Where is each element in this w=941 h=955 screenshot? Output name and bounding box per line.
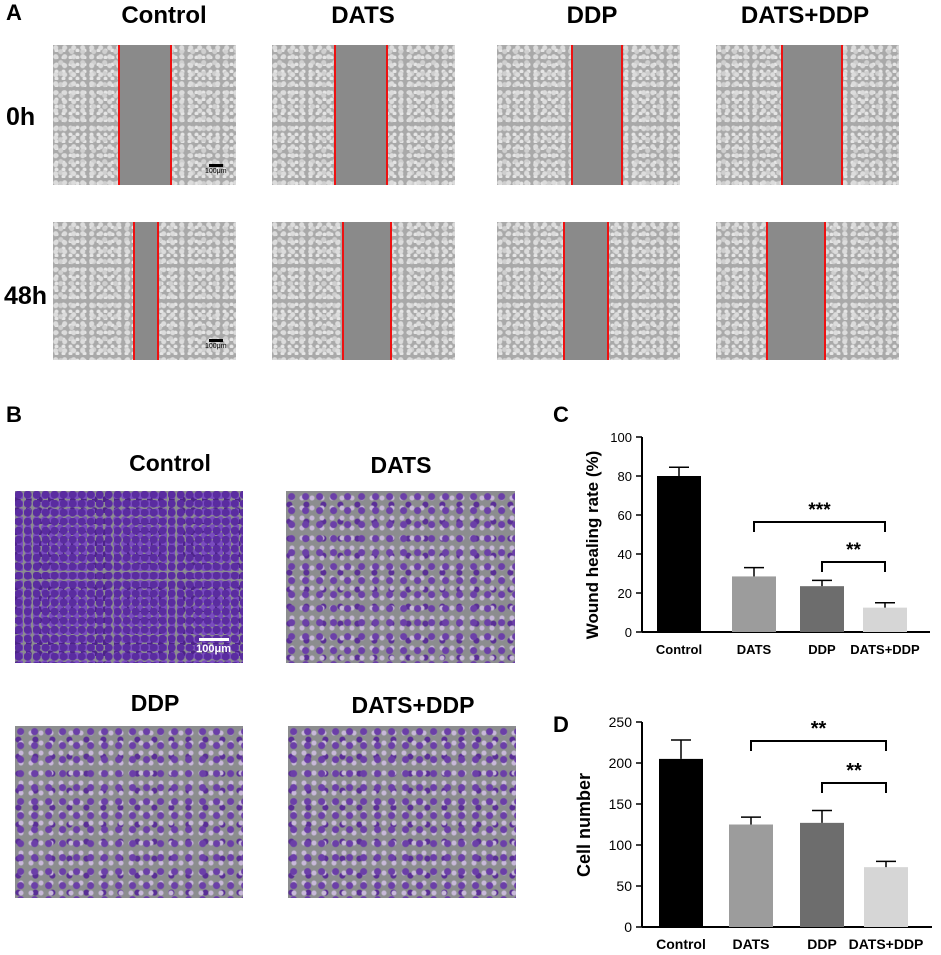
bar-control bbox=[659, 758, 703, 927]
bar-dats-ddp bbox=[863, 607, 907, 632]
transwell-title-ddp: DDP bbox=[130, 690, 180, 716]
y-tick-label: 200 bbox=[609, 755, 633, 771]
significance-bracket bbox=[753, 521, 886, 532]
wound-gap bbox=[563, 222, 609, 360]
transwell-image-ddp bbox=[15, 726, 243, 898]
bar-control bbox=[657, 476, 701, 632]
y-tick-label: 80 bbox=[618, 469, 632, 484]
scratch-image-dats-ddp-0h bbox=[716, 45, 899, 185]
transwell-title-dats: DATS bbox=[370, 452, 432, 478]
wound-gap bbox=[118, 45, 172, 185]
y-tick-label: 50 bbox=[616, 878, 632, 894]
bar-ddp bbox=[800, 586, 844, 632]
significance-label: *** bbox=[808, 500, 831, 521]
wound-gap bbox=[766, 222, 826, 360]
panel-label-c: C bbox=[553, 402, 569, 427]
scratch-image-dats-ddp-48h bbox=[716, 222, 899, 360]
y-axis-label: Cell number bbox=[574, 773, 594, 877]
y-tick-label: 250 bbox=[609, 714, 633, 730]
scale-bar: 100μm bbox=[205, 164, 227, 175]
bar-ddp bbox=[800, 822, 844, 927]
significance-label: ** bbox=[846, 760, 862, 782]
row-label-0h: 0h bbox=[6, 103, 36, 131]
wound-gap bbox=[133, 222, 159, 360]
x-tick-label: DDP bbox=[808, 642, 836, 657]
scale-bar: 100μm bbox=[205, 339, 227, 350]
x-tick-label: DATS+DDP bbox=[850, 642, 920, 657]
col-title-ddp: DDP bbox=[566, 2, 618, 29]
y-tick-label: 0 bbox=[624, 919, 632, 935]
x-tick-label: DATS bbox=[737, 642, 772, 657]
wound-gap bbox=[342, 222, 392, 360]
scratch-image-dats-48h bbox=[272, 222, 455, 360]
wound-gap bbox=[781, 45, 843, 185]
transwell-image-control: 100μm bbox=[15, 491, 243, 663]
y-tick-label: 150 bbox=[609, 796, 633, 812]
significance-bracket bbox=[821, 782, 887, 793]
scratch-image-dats-0h bbox=[272, 45, 455, 185]
y-tick-label: 0 bbox=[625, 625, 632, 640]
y-tick-label: 100 bbox=[609, 837, 633, 853]
y-tick-label: 20 bbox=[618, 586, 632, 601]
y-tick-label: 40 bbox=[618, 547, 632, 562]
transwell-title-control: Control bbox=[129, 450, 211, 476]
scratch-image-control-48h: 100μm bbox=[53, 222, 236, 360]
wound-gap bbox=[334, 45, 388, 185]
bar-dats bbox=[729, 824, 773, 927]
panel-label-b: B bbox=[6, 402, 22, 427]
y-tick-label: 100 bbox=[610, 430, 632, 445]
bar-dats bbox=[732, 576, 776, 632]
x-tick-label: DDP bbox=[807, 936, 837, 952]
x-tick-label: Control bbox=[656, 936, 706, 952]
col-title-control: Control bbox=[121, 2, 207, 29]
x-tick-label: DATS+DDP bbox=[849, 936, 924, 952]
bar-dats-ddp bbox=[864, 867, 908, 927]
scratch-image-ddp-0h bbox=[497, 45, 680, 185]
chart-cell-number: Cell number 0 50 100 150 200 250 Control DATS DD… bbox=[574, 714, 932, 952]
scratch-image-ddp-48h bbox=[497, 222, 680, 360]
significance-label: ** bbox=[811, 718, 827, 740]
scratch-image-control-0h: 100μm bbox=[53, 45, 236, 185]
transwell-title-dats-ddp: DATS+DDP bbox=[351, 692, 475, 718]
panel-label-a: A bbox=[6, 0, 22, 25]
transwell-image-dats bbox=[286, 491, 515, 663]
x-tick-label: Control bbox=[656, 642, 702, 657]
panel-label-d: D bbox=[553, 712, 569, 737]
row-label-48h: 48h bbox=[4, 282, 48, 310]
transwell-image-dats-ddp bbox=[288, 726, 516, 898]
y-tick-label: 60 bbox=[618, 508, 632, 523]
chart-wound-healing: Wound healing rate (%) 0 20 40 60 80 100 Contr… bbox=[583, 430, 930, 657]
scale-bar: 100μm bbox=[196, 638, 231, 655]
y-axis-label: Wound healing rate (%) bbox=[583, 451, 602, 640]
wound-gap bbox=[571, 45, 623, 185]
significance-label: ** bbox=[846, 540, 861, 561]
x-tick-label: DATS bbox=[732, 936, 769, 952]
significance-bracket bbox=[750, 740, 887, 751]
col-title-dats-ddp: DATS+DDP bbox=[740, 2, 870, 29]
significance-bracket bbox=[821, 561, 886, 572]
col-title-dats: DATS bbox=[331, 2, 395, 29]
